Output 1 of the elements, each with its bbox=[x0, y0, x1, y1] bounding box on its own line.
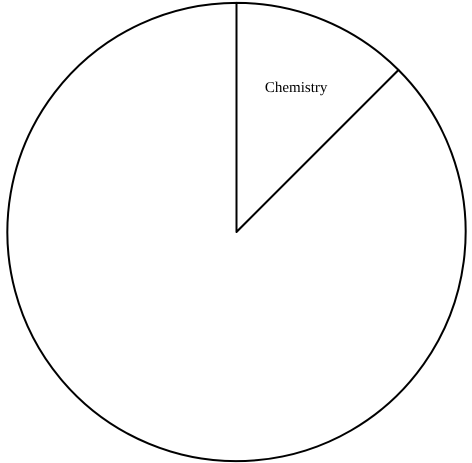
slice-label: Chemistry bbox=[264, 80, 328, 96]
